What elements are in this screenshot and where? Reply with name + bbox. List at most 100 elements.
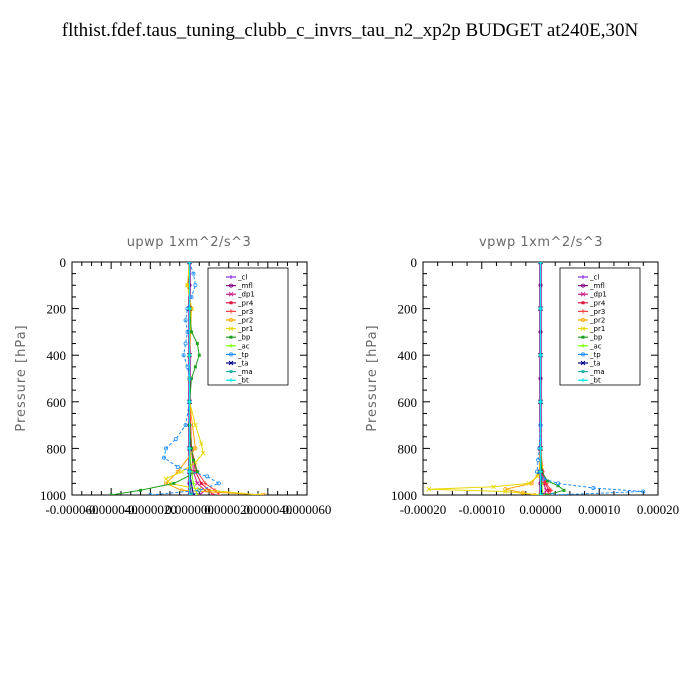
series-point_tp-marker: [183, 318, 188, 323]
series-point_tp-marker: [193, 283, 198, 288]
series-line_pr2: [505, 262, 541, 495]
series-point_ma-marker: [539, 493, 543, 495]
legend-marker_pr4-marker: [229, 301, 233, 305]
legend-box: [559, 267, 641, 386]
y-tick-label: 200: [47, 302, 67, 317]
x-tick-label: -0.000020: [124, 502, 177, 517]
series-point_pr1-marker-b: [502, 489, 508, 494]
chart-panel-0: upwp 1xm^2/s^3 Pressure [hPa] 0 200 400 600 80…: [14, 235, 331, 517]
legend-marker_pr1-marker-b: [228, 326, 234, 331]
series-point_bp-marker: [193, 365, 197, 369]
series-point_tp-marker: [591, 486, 596, 491]
series-point_tp-marker: [175, 465, 180, 470]
legend-label_ac: _ac: [237, 342, 250, 350]
x-tick-label: -0.000040: [85, 502, 138, 517]
legend-label_ta: _ta: [589, 360, 601, 368]
series-point_tp-marker: [641, 489, 646, 494]
legend-label_mfl: _mfl: [237, 282, 253, 290]
series-line_tp: [536, 262, 644, 495]
legend-label_cl: _cl: [237, 274, 247, 282]
legend-marker_ta-marker-b: [580, 360, 586, 366]
legend-marker_ma-marker: [581, 370, 585, 374]
x-tick-label: 0.00020: [637, 502, 679, 517]
panel-title: upwp 1xm^2/s^3: [127, 235, 252, 250]
series-point_bp-marker: [109, 493, 113, 495]
series-point_ta-marker-b: [192, 492, 196, 495]
series-point_bp-marker: [556, 484, 560, 488]
legend-label_pr4: _pr4: [237, 299, 254, 307]
plot-area: [426, 262, 646, 495]
series-point_tp-marker: [148, 493, 153, 495]
series-point_ta-marker-b: [541, 492, 544, 495]
y-tick-label: 400: [47, 348, 67, 363]
legend-marker_dp1-marker-b: [228, 291, 234, 297]
series-point_tp-marker: [162, 455, 167, 460]
y-tick-label: 200: [398, 302, 418, 317]
series-point_tp-marker: [181, 353, 186, 358]
panel-title: vpwp 1xm^2/s^3: [479, 235, 603, 250]
series-point_pr1-marker-b: [200, 450, 206, 456]
legend-marker_dp1-marker-b: [580, 291, 586, 297]
y-axis-label: Pressure [hPa]: [365, 324, 380, 431]
series-point_bp-marker: [191, 458, 195, 462]
series-point_bp-marker: [172, 481, 176, 485]
legend-marker_bp-marker: [229, 335, 233, 339]
legend-label_ta: _ta: [237, 360, 249, 368]
series_bt: [538, 262, 543, 495]
legend-marker_mfl-marker: [228, 283, 233, 288]
series-point_pr1-marker-b: [491, 484, 496, 490]
series_pr1: [426, 262, 544, 495]
legend-label_dp1: _dp1: [237, 291, 255, 299]
series-point_tp-marker: [541, 476, 546, 481]
legend-label_tp: _tp: [237, 351, 249, 359]
series-point_pr2-marker: [261, 493, 266, 495]
plot-area: [109, 262, 266, 495]
legend-label_dp1: _dp1: [589, 291, 607, 299]
series-point_ma-marker: [189, 493, 193, 495]
y-tick-label: 1000: [391, 488, 417, 503]
series-point_tp-marker: [216, 481, 221, 486]
series-point_pr4-marker: [547, 488, 551, 492]
legend-label_bp: _bp: [237, 334, 251, 342]
legend-label_pr2: _pr2: [589, 317, 605, 325]
page-title: flthist.fdef.taus_tuning_clubb_c_invrs_t…: [61, 20, 639, 41]
y-tick-label: 0: [60, 255, 67, 270]
legend-marker_pr4-marker: [581, 301, 585, 305]
y-tick-label: 800: [47, 441, 67, 456]
series-point_tp-marker: [550, 493, 555, 495]
legend-label_cl: _cl: [589, 274, 599, 282]
x-tick-label: -0.00020: [400, 502, 447, 517]
series-point_pr1-marker-b: [259, 492, 263, 495]
series-point_pr1-marker-a: [538, 492, 542, 495]
series-point_bp-marker: [562, 488, 566, 492]
chart-panel-1: vpwp 1xm^2/s^3 Pressure [hPa] 0 200 400 600 80…: [365, 235, 679, 517]
series-point_tp-marker: [205, 474, 210, 479]
series-point_pr1-marker-b: [185, 282, 190, 288]
y-tick-label: 600: [398, 395, 418, 410]
legend-marker_tp-marker: [581, 352, 586, 357]
y-tick-label: 1000: [40, 488, 66, 503]
legend-marker_ma-marker: [229, 370, 233, 374]
series-point_tp-marker: [536, 458, 541, 463]
x-tick-label: 0.000060: [283, 502, 332, 517]
series-point_tp-marker: [183, 341, 188, 346]
legend-label_bp: _bp: [589, 334, 603, 342]
series-point_pr1-marker-b: [526, 481, 532, 486]
series-point_bp-marker: [197, 353, 201, 357]
legend-label_ma: _ma: [589, 368, 605, 376]
legend-marker_pr1-marker-b: [580, 326, 586, 331]
y-tick-label: 400: [398, 348, 418, 363]
series_bt: [187, 262, 192, 495]
series-point_pr1-marker-b: [193, 460, 198, 465]
series-point_pr4-marker: [211, 493, 215, 495]
legend: _cl_mfl_dp1_pr4_pr3_pr2_pr1_bp_ac_tp_ta_…: [559, 267, 641, 386]
legend-label_pr1: _pr1: [237, 325, 253, 333]
series-point_dp1-marker-b: [198, 492, 202, 495]
legend-label_ma: _ma: [237, 368, 253, 376]
series-point_pr1-marker-b: [198, 441, 204, 447]
series-point_bp-marker: [544, 493, 548, 495]
y-tick-label: 0: [411, 255, 418, 270]
legend-label_pr2: _pr2: [237, 317, 253, 325]
y-tick-label: 800: [398, 441, 418, 456]
